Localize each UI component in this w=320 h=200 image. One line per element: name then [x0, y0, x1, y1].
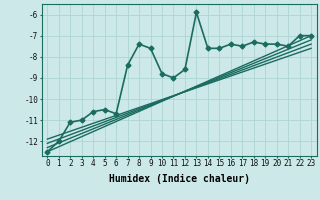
X-axis label: Humidex (Indice chaleur): Humidex (Indice chaleur) [109, 174, 250, 184]
